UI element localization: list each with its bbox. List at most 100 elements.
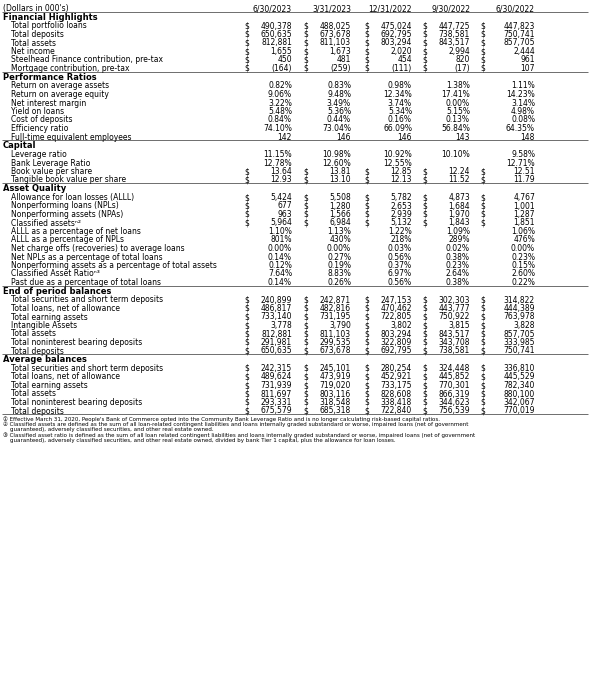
Text: 336,810: 336,810	[504, 364, 535, 373]
Text: 11.15%: 11.15%	[263, 150, 292, 159]
Text: Capital: Capital	[3, 141, 37, 150]
Text: 13.10: 13.10	[329, 175, 351, 185]
Text: 3.22%: 3.22%	[268, 98, 292, 108]
Text: 811,103: 811,103	[320, 39, 351, 47]
Text: 0.37%: 0.37%	[388, 261, 412, 270]
Text: 430%: 430%	[329, 236, 351, 244]
Text: $: $	[422, 364, 427, 373]
Text: $: $	[422, 372, 427, 382]
Text: 10.92%: 10.92%	[384, 150, 412, 159]
Text: 6,984: 6,984	[329, 219, 351, 227]
Text: $: $	[422, 56, 427, 64]
Text: $: $	[364, 381, 369, 390]
Text: Leverage ratio: Leverage ratio	[11, 150, 67, 159]
Text: 481: 481	[337, 56, 351, 64]
Text: 0.23%: 0.23%	[446, 261, 470, 270]
Text: $: $	[244, 22, 249, 30]
Text: 14.23%: 14.23%	[506, 90, 535, 99]
Text: ALLL as a percentage of net loans: ALLL as a percentage of net loans	[11, 227, 141, 236]
Text: 1.09%: 1.09%	[446, 227, 470, 236]
Text: $: $	[364, 364, 369, 373]
Text: 843,517: 843,517	[438, 39, 470, 47]
Text: 673,678: 673,678	[320, 30, 351, 39]
Text: 447,725: 447,725	[438, 22, 470, 30]
Text: $: $	[303, 30, 308, 39]
Text: 2.60%: 2.60%	[511, 269, 535, 278]
Text: $: $	[422, 347, 427, 355]
Text: 12.60%: 12.60%	[322, 158, 351, 167]
Text: $: $	[480, 338, 485, 347]
Text: $: $	[364, 219, 369, 227]
Text: 770,301: 770,301	[438, 381, 470, 390]
Text: 0.14%: 0.14%	[268, 253, 292, 261]
Text: $: $	[480, 381, 485, 390]
Text: 0.82%: 0.82%	[268, 81, 292, 91]
Text: $: $	[480, 22, 485, 30]
Text: 5,508: 5,508	[329, 193, 351, 202]
Text: Nonperforming assets (NPAs): Nonperforming assets (NPAs)	[11, 210, 123, 219]
Text: 731,939: 731,939	[261, 381, 292, 390]
Text: $: $	[244, 295, 249, 305]
Text: $: $	[244, 202, 249, 211]
Text: $: $	[364, 193, 369, 202]
Text: 0.44%: 0.44%	[327, 116, 351, 125]
Text: Total deposits: Total deposits	[11, 406, 64, 416]
Text: $: $	[422, 22, 427, 30]
Text: $: $	[480, 56, 485, 64]
Text: $: $	[244, 219, 249, 227]
Text: 0.00%: 0.00%	[327, 244, 351, 253]
Text: 5,132: 5,132	[391, 219, 412, 227]
Text: 13.81: 13.81	[329, 167, 351, 176]
Text: 0.13%: 0.13%	[446, 116, 470, 125]
Text: $: $	[364, 64, 369, 73]
Text: 2,653: 2,653	[390, 202, 412, 211]
Text: 318,548: 318,548	[320, 398, 351, 407]
Text: Nonperforming loans (NPLs): Nonperforming loans (NPLs)	[11, 202, 119, 211]
Text: 146: 146	[398, 133, 412, 141]
Text: 12.13: 12.13	[391, 175, 412, 185]
Text: 2,994: 2,994	[448, 47, 470, 56]
Text: $: $	[303, 175, 308, 185]
Text: Net interest margin: Net interest margin	[11, 98, 86, 108]
Text: 3,790: 3,790	[329, 321, 351, 330]
Text: $: $	[422, 330, 427, 338]
Text: 5.34%: 5.34%	[388, 107, 412, 116]
Text: 10.10%: 10.10%	[441, 150, 470, 159]
Text: $: $	[303, 193, 308, 202]
Text: $: $	[422, 219, 427, 227]
Text: 3,815: 3,815	[448, 321, 470, 330]
Text: 242,871: 242,871	[320, 295, 351, 305]
Text: $: $	[303, 39, 308, 47]
Text: Efficiency ratio: Efficiency ratio	[11, 124, 68, 133]
Text: $: $	[244, 313, 249, 322]
Text: $: $	[244, 64, 249, 73]
Text: 1.11%: 1.11%	[512, 81, 535, 91]
Text: $: $	[364, 39, 369, 47]
Text: $: $	[364, 295, 369, 305]
Text: 0.23%: 0.23%	[511, 253, 535, 261]
Text: 1,673: 1,673	[329, 47, 351, 56]
Text: Total earning assets: Total earning assets	[11, 313, 88, 322]
Text: $: $	[303, 389, 308, 399]
Text: $: $	[364, 30, 369, 39]
Text: $: $	[364, 210, 369, 219]
Text: Classified Asset Ratioⁿ³: Classified Asset Ratioⁿ³	[11, 269, 100, 278]
Text: 0.38%: 0.38%	[446, 253, 470, 261]
Text: $: $	[422, 338, 427, 347]
Text: 489,624: 489,624	[261, 372, 292, 382]
Text: 0.16%: 0.16%	[388, 116, 412, 125]
Text: Classified assetsⁿ²: Classified assetsⁿ²	[11, 219, 81, 227]
Text: 245,101: 245,101	[320, 364, 351, 373]
Text: 1,566: 1,566	[329, 210, 351, 219]
Text: 857,705: 857,705	[503, 330, 535, 338]
Text: $: $	[480, 64, 485, 73]
Text: Performance Ratios: Performance Ratios	[3, 72, 97, 81]
Text: $: $	[480, 295, 485, 305]
Text: 3,778: 3,778	[270, 321, 292, 330]
Text: 880,100: 880,100	[504, 389, 535, 399]
Text: 6.97%: 6.97%	[388, 269, 412, 278]
Text: $: $	[303, 338, 308, 347]
Text: $: $	[244, 398, 249, 407]
Text: Full-time equivalent employees: Full-time equivalent employees	[11, 133, 132, 141]
Text: $: $	[422, 210, 427, 219]
